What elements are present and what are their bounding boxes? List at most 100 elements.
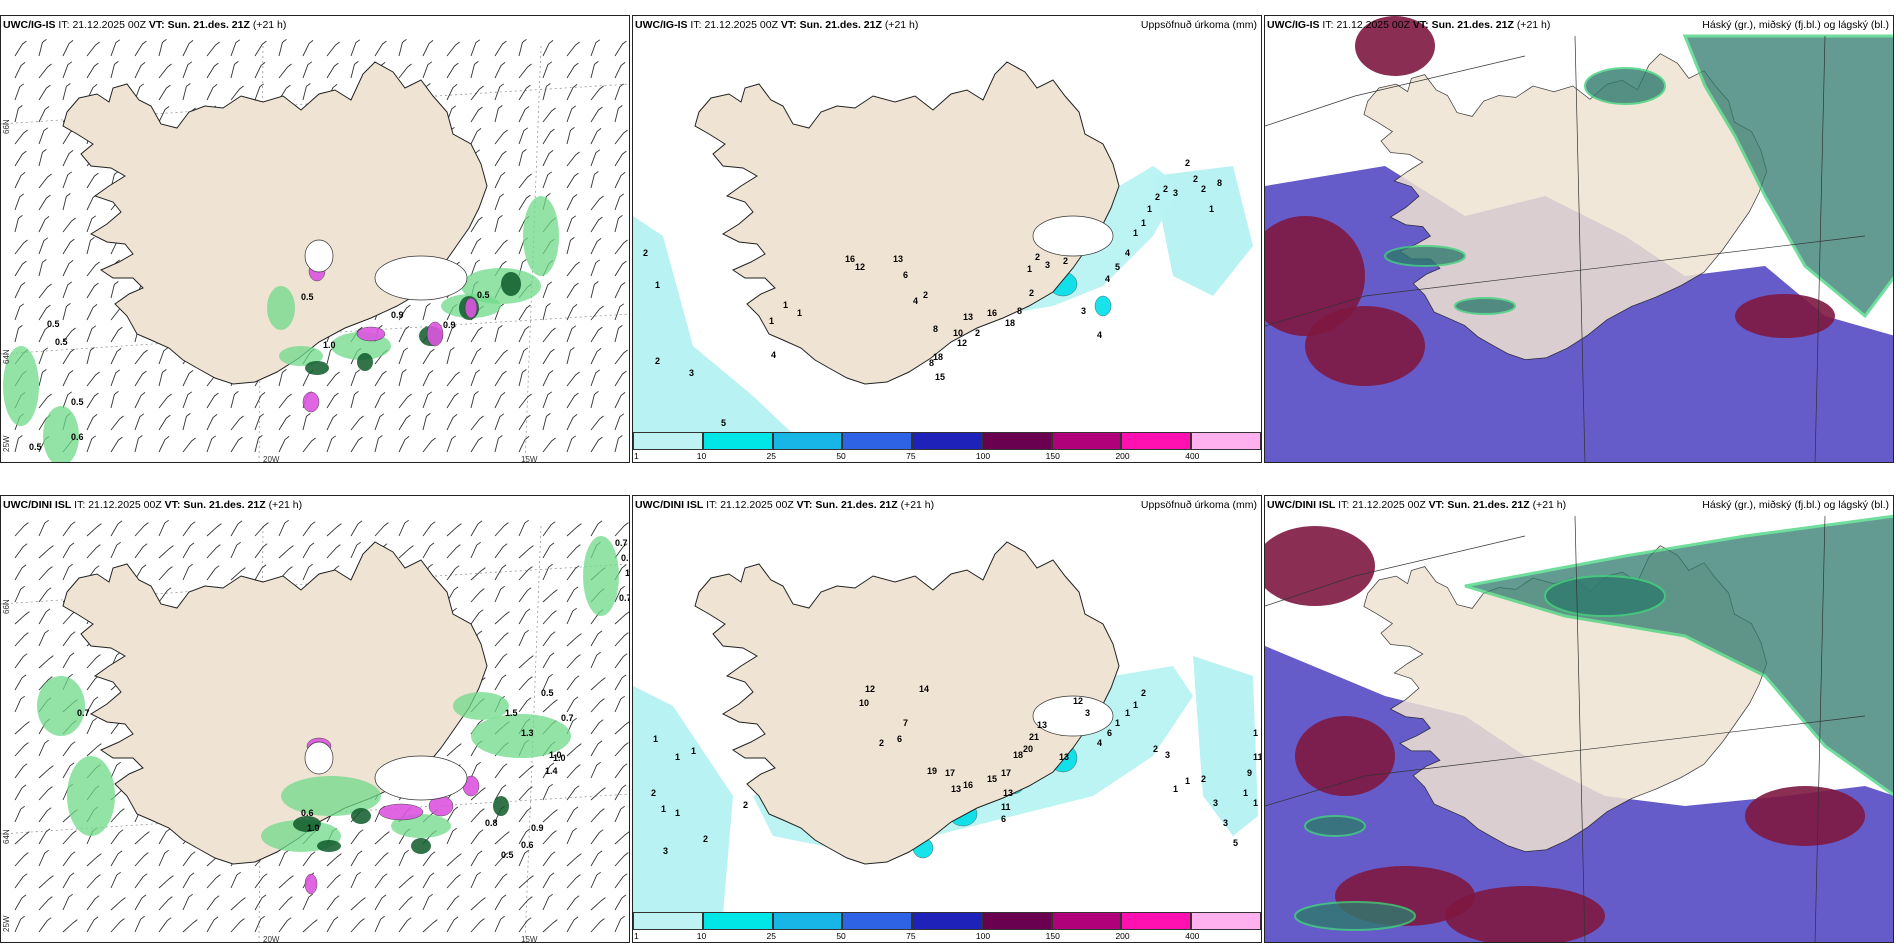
wind-barb	[38, 739, 49, 757]
wind-barb	[518, 39, 527, 57]
wind-barb	[542, 809, 558, 823]
panel-title: UWC/IG-IS IT: 21.12.2025 00Z VT: Sun. 21…	[635, 19, 919, 31]
wind-barb	[542, 303, 551, 321]
wind-barb	[110, 871, 121, 889]
snow-value-label: 0.7	[561, 713, 574, 723]
wind-barb	[614, 62, 626, 79]
wind-barb	[590, 39, 601, 57]
wind-barb	[278, 849, 289, 867]
snow-light-area	[523, 196, 559, 276]
colorbar-swatch	[912, 912, 982, 930]
wind-barb	[14, 435, 23, 453]
wind-barb	[62, 741, 76, 757]
wind-barb	[38, 347, 49, 365]
wind-barb	[62, 150, 74, 167]
wind-barb	[230, 897, 246, 911]
wind-barb	[566, 435, 577, 453]
wind-barb	[86, 325, 97, 343]
wind-barb	[446, 743, 462, 757]
wind-barb	[446, 853, 462, 867]
wind-barb	[590, 719, 604, 735]
colorbar-swatch	[702, 432, 773, 450]
wind-barb	[86, 916, 99, 933]
wind-barb	[470, 348, 482, 365]
wind-barb	[206, 565, 220, 581]
wind-barb	[182, 919, 198, 933]
high-cloud-area	[1384, 245, 1466, 267]
wind-barb	[86, 41, 100, 57]
wind-barb	[230, 61, 239, 79]
wind-barb	[230, 85, 244, 101]
wind-barb	[254, 915, 265, 933]
panel-clouds-dini: UWC/DINI ISL IT: 21.12.2025 00Z VT: Sun.…	[1264, 495, 1894, 943]
precip-value-label: 18	[933, 352, 943, 362]
precip-value-label: 1	[1185, 776, 1190, 786]
wind-barb	[278, 436, 290, 453]
precip-value-label: 6	[897, 734, 902, 744]
precip-value-label: 1	[1253, 798, 1258, 808]
panel-title: UWC/IG-IS IT: 21.12.2025 00Z VT: Sun. 21…	[3, 19, 287, 31]
colorbar-tick-label: 400	[1185, 451, 1200, 461]
precip-value-label: 4	[771, 350, 776, 360]
lon-label: 20W	[263, 455, 280, 463]
wind-barb	[470, 128, 482, 145]
wind-barb	[86, 874, 101, 889]
wind-barb	[614, 282, 626, 299]
precip-value-label: 13	[893, 254, 903, 264]
wind-barb	[446, 916, 459, 933]
wind-barb	[614, 392, 626, 409]
wind-barb	[542, 783, 553, 801]
wind-barb	[374, 894, 387, 911]
wind-barb	[590, 61, 599, 79]
wind-barb	[542, 391, 553, 409]
wind-barb	[566, 215, 577, 233]
wind-barb	[254, 522, 269, 537]
wind-barb	[182, 391, 193, 409]
wind-barb	[542, 128, 555, 145]
wind-barb	[494, 370, 507, 387]
wind-barb	[590, 149, 601, 167]
precip-value-label: 12	[855, 262, 865, 272]
wind-barb	[542, 61, 553, 79]
colorbar-swatch	[772, 432, 843, 450]
precip-map: 2123511141612136428181512810132161882123…	[633, 61, 1253, 434]
snow-heavy-area	[411, 838, 431, 854]
wind-barb	[542, 893, 553, 911]
wind-barb	[14, 894, 27, 911]
precip-value-label: 13	[951, 784, 961, 794]
wind-barb	[494, 894, 507, 911]
colorbar-swatch	[1191, 912, 1261, 930]
precip-value-label: 3	[663, 846, 668, 856]
high-cloud-area	[1544, 575, 1666, 617]
wind-barb	[542, 851, 556, 867]
wind-barb	[86, 304, 98, 321]
precip-value-label: 2	[1063, 256, 1068, 266]
wind-barb	[134, 915, 145, 933]
wind-barb	[158, 63, 172, 79]
wind-barb	[302, 851, 316, 867]
wind-barb	[614, 611, 629, 625]
snow-value-label: 1.0	[323, 340, 336, 350]
wind-barb	[62, 171, 73, 189]
wind-barb	[566, 523, 582, 537]
graticule	[1265, 515, 1866, 942]
lon-label: 25W	[2, 915, 11, 932]
wind-barb	[62, 238, 75, 255]
colorbar-tick-label: 150	[1045, 931, 1060, 941]
high-cloud-area	[1454, 297, 1516, 315]
colorbar-swatch	[633, 432, 703, 450]
wind-barb	[38, 608, 51, 625]
wind-barb	[134, 370, 147, 387]
wind-barb	[470, 106, 483, 123]
wind-barb	[38, 259, 47, 277]
snow-value-label: 0.7	[77, 708, 90, 718]
wind-barb	[38, 106, 50, 123]
wind-barb	[38, 896, 53, 911]
wind-barb	[254, 894, 267, 911]
precip-value-label: 17	[1001, 768, 1011, 778]
wind-barb	[230, 918, 245, 933]
snow-heavy-area	[317, 840, 341, 852]
colorbar-swatch	[1051, 432, 1122, 450]
precip-value-label: 16	[987, 308, 997, 318]
wind-barb	[14, 784, 27, 801]
